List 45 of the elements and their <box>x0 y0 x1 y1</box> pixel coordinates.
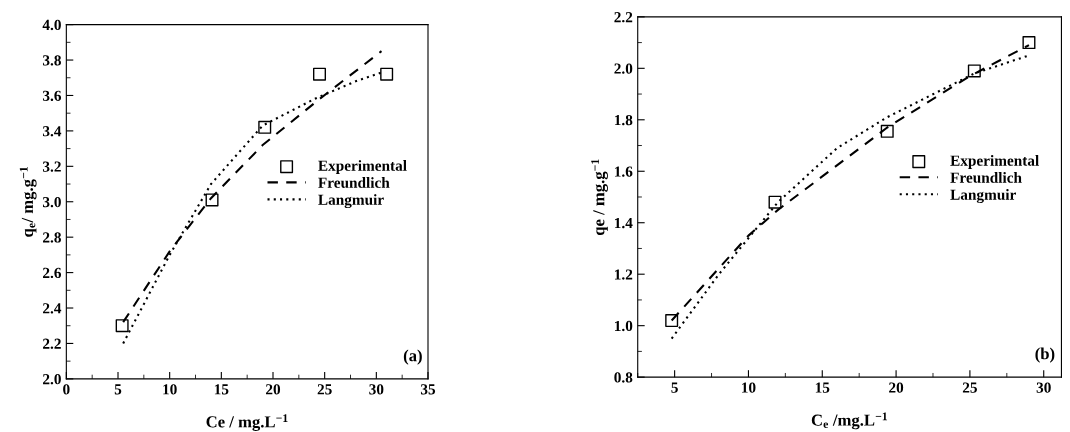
x-tick-label: 20 <box>266 384 281 395</box>
x-tick-label: 30 <box>369 384 384 395</box>
y-axis-title: qe / mg.g$^{−1}$ <box>591 159 608 236</box>
x-tick-label: 5 <box>671 382 678 393</box>
x-tick-label: 10 <box>163 384 177 395</box>
y-axis-title: q$_{e}$/ mg.g$^{−1}$ <box>19 167 37 237</box>
x-tick-label: 25 <box>962 382 977 393</box>
y-tick-label: 3.2 <box>42 161 61 172</box>
y-tick-label: 1.0 <box>614 320 633 332</box>
y-tick-label: 2.6 <box>43 267 62 279</box>
x-axis-title: C$_{e}$ /mg.L$^{−1}$ <box>811 412 888 430</box>
annotation: (b) <box>1035 347 1055 363</box>
annotation: (a) <box>403 349 422 365</box>
y-tick-label: 3.0 <box>42 196 61 208</box>
x-tick-label: 15 <box>815 382 830 393</box>
y-tick-label: 2.0 <box>614 63 633 74</box>
x-tick-label: 5 <box>114 384 122 395</box>
y-tick-label: 4.0 <box>42 19 61 31</box>
legend-label: Experimental <box>950 155 1039 169</box>
x-tick-label: 10 <box>742 382 756 393</box>
y-tick-label: 0.8 <box>614 372 633 383</box>
x-tick-label: 35 <box>420 384 436 395</box>
x-axis-title: Ce / mg.L$^{−1}$ <box>206 414 288 431</box>
legend-label: Experimental <box>318 160 407 174</box>
legend-label: Freundlich <box>950 172 1022 183</box>
y-tick-label: 2.2 <box>614 12 633 23</box>
y-tick-label: 2.4 <box>43 303 62 314</box>
legend-label: Langmuir <box>950 189 1016 204</box>
y-tick-label: 1.8 <box>614 114 633 126</box>
y-tick-label: 3.6 <box>42 90 62 101</box>
y-tick-label: 1.2 <box>614 269 633 280</box>
y-tick-label: 2.8 <box>43 232 61 243</box>
legend-label: Langmuir <box>318 194 384 209</box>
x-tick-label: 0 <box>63 384 70 395</box>
x-tick-label: 25 <box>317 384 332 395</box>
x-tick-label: 20 <box>889 382 904 393</box>
legend-label: Freundlich <box>318 177 390 188</box>
y-tick-label: 2.2 <box>43 338 61 349</box>
x-tick-label: 30 <box>1036 382 1051 393</box>
y-tick-label: 1.6 <box>614 166 633 177</box>
y-tick-label: 3.8 <box>42 55 61 66</box>
x-tick-label: 15 <box>214 384 229 395</box>
y-tick-label: 2.0 <box>43 374 61 385</box>
y-tick-label: 1.4 <box>614 217 633 229</box>
y-tick-label: 3.4 <box>42 126 62 137</box>
